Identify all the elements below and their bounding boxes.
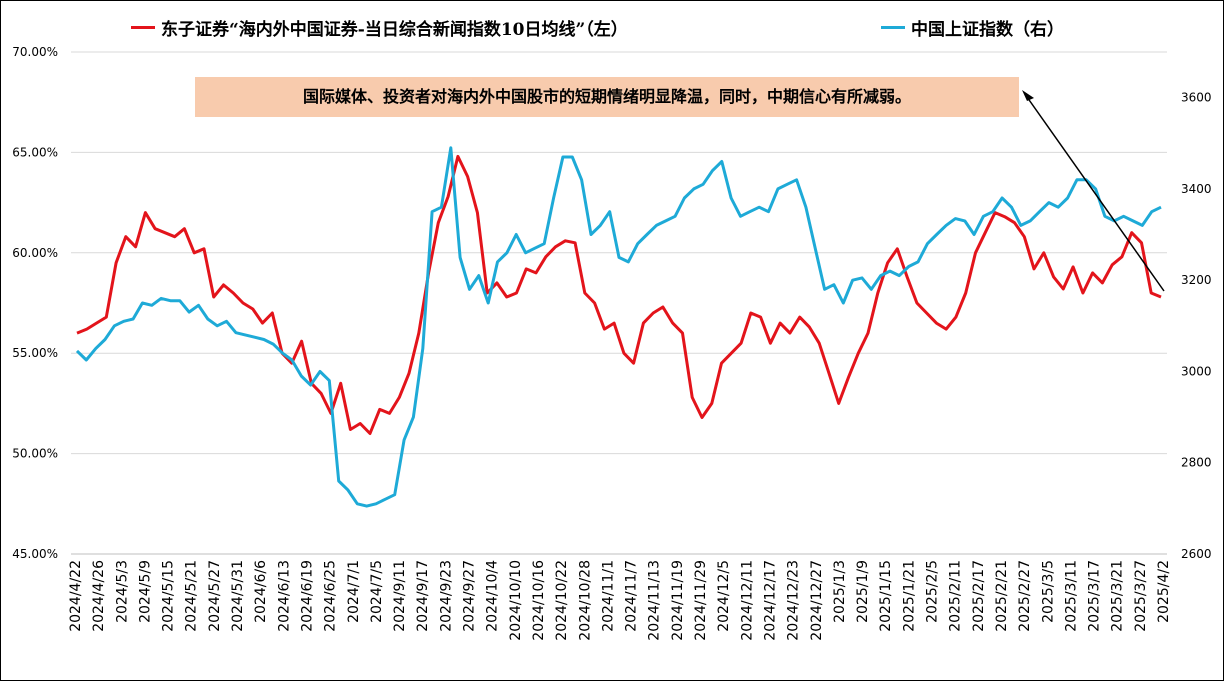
x-tick-label: 2024/11/1 [600,560,616,632]
x-tick-label: 2024/10/22 [554,560,570,641]
x-tick-label: 2024/10/10 [508,560,524,641]
x-tick-label: 2025/3/11 [1063,560,1079,632]
x-tick-label: 2024/11/29 [693,560,709,641]
x-tick-label: 2024/5/31 [230,560,246,632]
x-tick-label: 2025/2/11 [948,560,964,632]
series-lines [75,146,1162,508]
x-tick-label: 2024/5/27 [207,560,223,632]
x-axis: 2024/4/22 2024/4/26 2024/5/3 2024/5/9 2024/5… [68,553,1172,641]
right-y-tick-label: 3000 [1181,364,1212,378]
series-line-shanghai-index [75,146,1162,508]
right-y-tick-label: 3600 [1181,91,1212,105]
x-tick-label: 2024/5/21 [184,560,200,632]
x-tick-label: 2024/12/17 [762,560,778,641]
x-tick-label: 2024/4/22 [68,560,84,632]
x-tick-label: 2025/3/17 [1087,560,1103,632]
x-tick-label: 2025/2/17 [971,560,987,632]
legend-entry-news-index: 东子证券“海内外中国证券-当日综合新闻指数10日均线”（左） [131,15,628,40]
x-tick-label: 2024/10/28 [577,560,593,641]
x-tick-label: 2025/2/27 [1017,560,1033,632]
x-tick-label: 2024/12/5 [716,560,732,632]
x-tick-label: 2024/11/7 [624,560,640,632]
x-tick-label: 2025/3/5 [1040,560,1056,623]
x-tick-label: 2024/9/17 [415,560,431,632]
x-tick-label: 2025/1/9 [855,560,871,623]
right-y-tick-label: 2800 [1181,456,1212,470]
x-tick-label: 2025/3/21 [1110,560,1126,632]
legend-label-news-index: 东子证券“海内外中国证券-当日综合新闻指数10日均线”（左） [161,20,628,40]
x-tick-label: 2024/12/11 [739,560,755,641]
x-tick-label: 2024/7/1 [346,560,362,623]
x-tick-label: 2025/2/5 [925,560,941,623]
annotation-box: 国际媒体、投资者对海内外中国股市的短期情绪明显降温，同时，中期信心有所减弱。 [195,77,1019,117]
x-tick-label: 2024/11/13 [647,560,663,641]
arrow-head [1022,90,1034,101]
x-tick-label: 2024/6/25 [323,560,339,632]
gridlines [71,51,1167,555]
x-tick-label: 2024/5/15 [161,560,177,632]
series-line-news-index [76,154,1162,435]
x-tick-label: 2025/1/15 [878,560,894,632]
x-tick-label: 2024/6/19 [299,560,315,632]
x-tick-label: 2024/12/27 [809,560,825,641]
x-tick-label: 2024/5/3 [114,560,130,623]
x-tick-label: 2024/4/26 [91,560,107,632]
x-tick-label: 2024/9/23 [438,560,454,632]
x-tick-label: 2024/9/11 [392,560,408,632]
legend-swatch-blue [881,26,905,29]
left-y-axis: 45.00% 50.00% 55.00% 60.00% 65.00% 70.00% [12,45,58,561]
x-tick-label: 2024/10/16 [531,560,547,641]
left-y-tick-label: 65.00% [12,145,58,159]
x-tick-label: 2024/5/9 [137,560,153,623]
arrow-line [1026,96,1165,292]
left-y-tick-label: 55.00% [12,346,58,360]
x-tick-label: 2024/10/4 [485,560,501,632]
x-tick-label: 2024/6/13 [276,560,292,632]
x-tick-label: 2024/12/23 [786,560,802,641]
right-y-tick-label: 3200 [1181,273,1212,287]
legend-entry-shanghai-index: 中国上证指数（右） [881,15,1064,40]
x-tick-label: 2024/6/6 [253,560,269,623]
right-y-tick-label: 2600 [1181,547,1212,561]
left-y-tick-label: 50.00% [12,447,58,461]
x-tick-label: 2025/1/21 [901,560,917,632]
x-tick-label: 2025/1/3 [832,560,848,623]
legend-swatch-red [131,26,155,29]
right-y-axis: 2600 2800 3000 3200 3400 3600 [1181,91,1212,561]
x-tick-label: 2025/2/21 [994,560,1010,632]
x-tick-label: 2024/9/27 [462,560,478,632]
annotation-arrow [1022,90,1165,292]
left-y-tick-label: 70.00% [12,45,58,59]
x-tick-label: 2025/4/2 [1156,560,1172,623]
x-tick-label: 2025/3/27 [1133,560,1149,632]
left-y-tick-label: 60.00% [12,246,58,260]
x-tick-label: 2024/7/5 [369,560,385,623]
x-tick-label: 2024/11/19 [670,560,686,641]
annotation-text: 国际媒体、投资者对海内外中国股市的短期情绪明显降温，同时，中期信心有所减弱。 [302,87,911,106]
legend-label-shanghai-index: 中国上证指数（右） [911,20,1064,40]
right-y-tick-label: 3400 [1181,182,1212,196]
left-y-tick-label: 45.00% [12,547,58,561]
